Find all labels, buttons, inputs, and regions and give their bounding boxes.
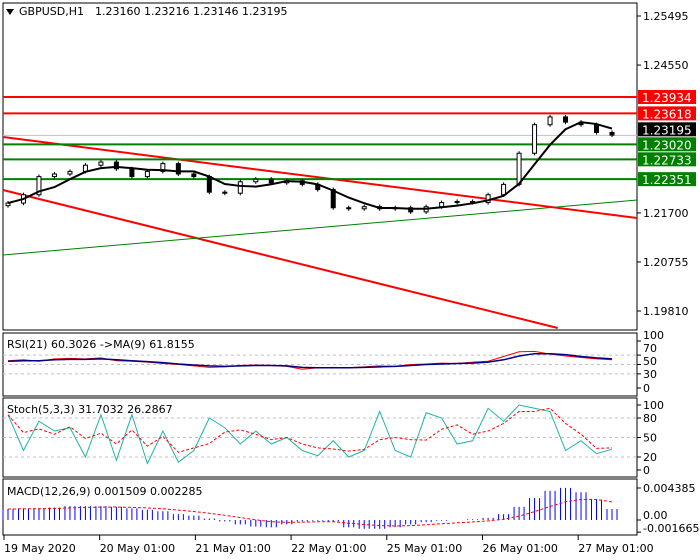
time-tick-label: 21 May 01:00 bbox=[195, 542, 270, 555]
main-panel bbox=[2, 2, 638, 331]
time-tick-label: 26 May 01:00 bbox=[483, 542, 558, 555]
stoch-tick-label: 20 bbox=[643, 451, 657, 464]
candle bbox=[222, 191, 228, 194]
trendline-resistance bbox=[2, 136, 638, 219]
level-badge-label: 1.22733 bbox=[642, 153, 692, 167]
time-tick-label: 19 May 2020 bbox=[4, 542, 76, 555]
candle bbox=[501, 183, 507, 196]
stoch-signal-line bbox=[7, 407, 613, 453]
candle bbox=[346, 207, 352, 210]
macd-signal-line bbox=[7, 498, 613, 527]
price-tick-label: 1.24550 bbox=[643, 59, 689, 72]
trendline-resistance bbox=[2, 189, 558, 329]
rsi-tick-label: 100 bbox=[643, 329, 664, 342]
moving-average-line bbox=[7, 121, 613, 210]
stoch-tick-label: 50 bbox=[643, 432, 657, 445]
triangle-down-icon[interactable] bbox=[6, 9, 14, 15]
price-tick-label: 1.20755 bbox=[643, 256, 689, 269]
ohlc-values: 1.23160 1.23216 1.23146 1.23195 bbox=[95, 5, 287, 18]
candle bbox=[51, 173, 57, 178]
price-tick-label: 1.21700 bbox=[643, 207, 689, 220]
stoch-label: Stoch(5,3,3) 31.7032 26.2867 bbox=[7, 403, 173, 416]
candle bbox=[454, 201, 460, 204]
price-tick-label: 1.19810 bbox=[643, 305, 689, 318]
rsi-tick-label: 30 bbox=[643, 368, 657, 381]
candle bbox=[609, 131, 615, 136]
candle bbox=[144, 170, 150, 178]
macd-panel bbox=[2, 478, 638, 536]
level-badge-label: 1.23618 bbox=[642, 107, 692, 121]
stoch-tick-label: 80 bbox=[643, 412, 657, 425]
rsi-ma-line bbox=[7, 352, 613, 369]
time-tick-label: 25 May 01:00 bbox=[387, 542, 462, 555]
time-tick-label: 27 May 01:00 bbox=[578, 542, 653, 555]
level-badge-label: 1.23934 bbox=[642, 91, 692, 105]
stoch-tick-label: 100 bbox=[643, 399, 664, 412]
candle bbox=[206, 176, 212, 193]
time-tick-label: 22 May 01:00 bbox=[291, 542, 366, 555]
symbol-label: GBPUSD,H1 bbox=[19, 5, 84, 18]
level-badge bbox=[638, 152, 696, 167]
candle bbox=[129, 168, 135, 178]
candle bbox=[485, 194, 491, 204]
rsi-line bbox=[7, 350, 613, 370]
candle bbox=[516, 152, 522, 185]
rsi-label: RSI(21) 60.3026 ->MA(9) 61.8155 bbox=[7, 338, 195, 351]
price-tick-label: 1.25495 bbox=[643, 10, 689, 23]
candle bbox=[563, 116, 569, 123]
macd-tick-label: 0.00 bbox=[643, 509, 668, 522]
level-badge bbox=[638, 137, 696, 152]
candle bbox=[98, 161, 104, 166]
candle bbox=[408, 207, 414, 213]
trendline-support bbox=[2, 199, 638, 256]
candle bbox=[237, 181, 243, 194]
stoch-tick-label: 0 bbox=[643, 464, 650, 477]
candle bbox=[67, 170, 73, 175]
rsi-tick-label: 50 bbox=[643, 355, 657, 368]
macd-tick-label: -0.001665 bbox=[643, 522, 699, 535]
candle bbox=[594, 124, 600, 133]
time-tick-label: 20 May 01:00 bbox=[100, 542, 175, 555]
level-badge-label: 1.22351 bbox=[642, 173, 692, 187]
candle bbox=[160, 163, 166, 172]
rsi-tick-label: 70 bbox=[643, 342, 657, 355]
candle bbox=[361, 206, 367, 210]
candle bbox=[175, 163, 181, 175]
macd-label: MACD(12,26,9) 0.001509 0.002285 bbox=[7, 485, 203, 498]
candle bbox=[113, 161, 119, 170]
level-badge bbox=[638, 172, 696, 187]
stoch-main-line bbox=[7, 404, 613, 465]
candle bbox=[36, 176, 42, 196]
candle bbox=[547, 116, 553, 126]
candle bbox=[532, 124, 538, 154]
level-badge-label: 1.23020 bbox=[642, 138, 692, 152]
candle bbox=[268, 178, 274, 184]
level-badge bbox=[638, 90, 696, 105]
rsi-tick-label: 0 bbox=[643, 382, 650, 395]
level-badge bbox=[638, 122, 696, 137]
candle bbox=[191, 173, 197, 178]
level-badge-label: 1.23195 bbox=[642, 123, 692, 137]
level-badge bbox=[638, 106, 696, 121]
macd-tick-label: 0.004385 bbox=[643, 482, 696, 495]
candle bbox=[253, 178, 259, 183]
